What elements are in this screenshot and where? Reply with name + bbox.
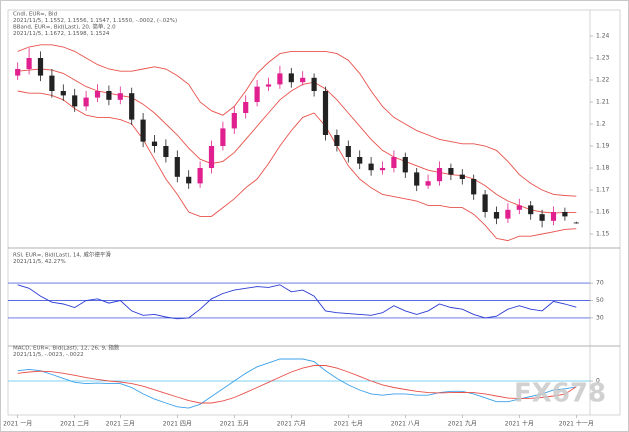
candle-body [550,212,557,221]
candle-body [528,205,534,215]
candle-body [471,179,477,195]
series-line [17,44,577,197]
x-tick-label: 2021 七月 [334,420,363,428]
candle-body [106,91,112,100]
candle-body [311,77,317,91]
x-tick-label: 2021 一月 [3,421,32,428]
candle-body [163,146,169,157]
candle-body [265,84,272,87]
candle-body [254,86,260,102]
candle-body [357,157,363,164]
candle-body [493,212,500,219]
candle-body [379,168,386,171]
y-tick-label: 70 [596,280,604,287]
candle-body [243,102,249,113]
candle-body [15,69,21,76]
candle-body [368,163,374,171]
x-tick-label: 2021 五月 [220,421,249,428]
candle-body [562,212,568,217]
y-tick-label: 50 [596,297,604,304]
candle-body [140,119,146,142]
y-tick-label: 1.17 [596,187,610,194]
candle-body [277,73,283,85]
candle-body [208,146,215,168]
x-tick-label: 2021 十月 [505,420,534,428]
x-tick-label: 2021 九月 [448,420,477,428]
y-tick-label: 1.23 [596,55,610,62]
legend-entry: RSI, EUR=, Bid(Last), 14, 威尔德平滑 [13,251,111,259]
candle-body [186,176,192,184]
candle-body [425,181,431,186]
legend-entry: BBand, EUR=, Bid(Last), 20, 简单, 2.0 [13,23,116,31]
y-tick-label: 1.2 [596,121,606,128]
watermark: FX678 [514,379,606,409]
candle-body [197,168,203,184]
candle-body [151,141,158,146]
candle-body [391,157,397,168]
candle-body [482,194,488,212]
y-tick-label: 1.15 [596,231,610,238]
y-tick-label: 30 [596,314,604,321]
y-tick-label: 1.21 [596,99,610,106]
x-tick-label: 2021 四月 [163,421,192,428]
y-tick-label: 1.18 [596,165,610,172]
candle-body [174,157,180,177]
candle-body [414,172,420,186]
x-tick-label: 2021 六月 [277,420,306,428]
y-tick-label: 1.19 [596,143,610,150]
candle-body [459,174,465,179]
legend-entry: 2021/11/5, 1.1672, 1.1598, 1.1524 [13,31,110,37]
candle-body [94,91,101,98]
candle-body [49,75,55,91]
legend-entry: Cndl, EUR=, Bid [13,12,57,18]
candle-body [448,168,454,175]
candle-body [129,93,135,120]
candle-body [505,209,511,219]
candle-body [573,222,579,224]
x-tick-label: 2021 二月 [60,421,89,428]
legend-entry: MACD, EUR=, Bid(Last), 12, 26, 9, 指数 [13,344,120,352]
candle-body [288,73,294,83]
candle-body [402,157,408,173]
legend-entry: 2021/11/5, -.0023, -.0022 [13,352,84,358]
series-line [17,90,577,242]
candle-body [334,135,340,146]
candle-body [322,91,329,135]
series-line [17,358,577,409]
x-tick-label: 2021 八月 [391,421,420,428]
candle-body [345,146,351,157]
candle-body [72,95,78,107]
candle-body [220,128,226,146]
legend-entry: 2021/11/5, 1.1552, 1.1556, 1.1547, 1.155… [13,18,177,24]
candle-body [300,77,306,83]
candle-body [37,58,44,76]
y-tick-label: 1.22 [596,77,610,84]
y-tick-label: 1.24 [596,33,610,40]
candle-body [516,205,522,210]
candle-body [539,214,545,221]
candle-body [60,91,66,96]
x-tick-label: 2021 三月 [106,421,135,428]
y-tick-label: 0 [596,378,600,385]
candle-body [436,168,443,182]
series-line [17,365,577,404]
candle-body [83,97,89,107]
candle-body [117,93,123,100]
legend-entry: 2021/11/5, 42.27% [13,259,66,265]
series-line [17,284,577,320]
candle-body [26,58,32,69]
y-tick-label: 1.16 [596,209,610,216]
candle-body [231,113,237,129]
x-tick-label: 2021 十一月 [559,420,594,428]
